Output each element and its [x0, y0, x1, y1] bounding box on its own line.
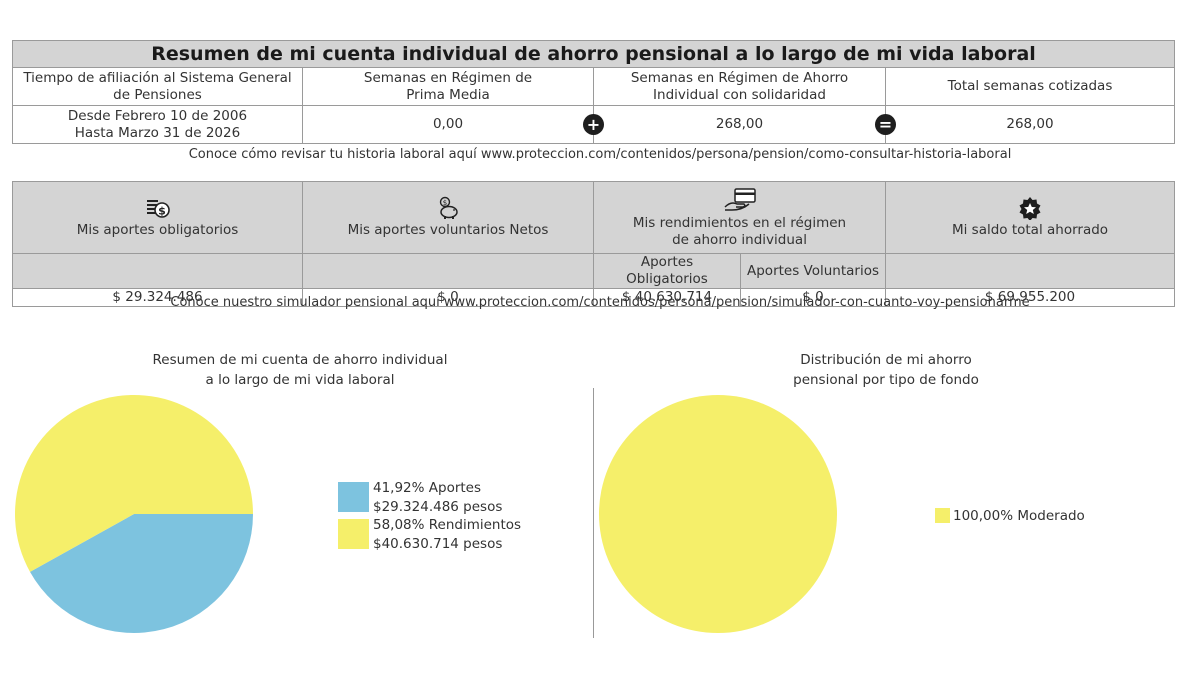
affiliation-start: Desde Febrero 10 de 2006: [67, 107, 248, 124]
affiliation-period: Desde Febrero 10 de 2006 Hasta Marzo 31 …: [12, 105, 303, 144]
legend-swatch-aportes: [338, 482, 369, 512]
ahorro-header-line2: Individual con solidaridad: [653, 86, 826, 103]
pie1-slice-0: [30, 514, 253, 633]
pie-chart-fund-distribution: [599, 395, 837, 633]
rend-obligatorios-subheader: Aportes Obligatorios: [593, 253, 741, 289]
voluntarios-header-cell: $ Mis aportes voluntarios Netos: [302, 181, 594, 254]
affiliation-time-header: Tiempo de afiliación al Sistema General …: [12, 67, 303, 106]
plus-icon: +: [583, 114, 604, 135]
legend-aportes-amount: $29.324.486 pesos: [373, 499, 503, 515]
prima-media-header-line2: Prima Media: [406, 86, 490, 103]
chart1-title-line1: Resumen de mi cuenta de ahorro individua…: [152, 352, 448, 368]
simulator-note: Conoce nuestro simulador pensional aquí …: [170, 295, 1030, 310]
rend-obligatorios-value: $ 40.630.714: [593, 288, 741, 307]
voluntarios-value: $ 0: [302, 288, 594, 307]
total-weeks: 268,00: [884, 105, 1176, 144]
obligatorios-value: $ 29.324.486: [12, 288, 303, 307]
chart2-title-line1: Distribución de mi ahorro: [800, 352, 972, 368]
rend-voluntarios-subheader: Aportes Voluntarios: [739, 253, 887, 289]
affiliation-end: Hasta Marzo 31 de 2026: [74, 124, 241, 141]
legend-rendimientos-amount: $40.630.714 pesos: [373, 536, 503, 552]
voluntarios-header: Mis aportes voluntarios Netos: [347, 222, 549, 238]
saldo-header-cell: Mi saldo total ahorrado: [885, 181, 1176, 254]
hand-card-icon: [723, 187, 756, 211]
star-badge-icon: [1019, 197, 1041, 220]
history-note: Conoce cómo revisar tu historia laboral …: [188, 147, 1012, 162]
obligatorios-header-cell: $ Mis aportes obligatorios: [12, 181, 303, 254]
pie1-slice-1: [15, 395, 253, 572]
legend-aportes-label: 41,92% Aportes: [373, 480, 482, 496]
ahorro-individual-header: Semanas en Régimen de Ahorro Individual …: [593, 67, 886, 106]
rendimientos-header-line1: Mis rendimientos en el régimen: [632, 214, 847, 231]
summary-title: Resumen de mi cuenta individual de ahorr…: [11, 40, 1176, 68]
affiliation-header-line2: de Pensiones: [113, 86, 202, 103]
prima-media-header-line1: Semanas en Régimen de: [363, 69, 533, 86]
obligatorios-header: Mis aportes obligatorios: [76, 222, 239, 238]
equals-icon: =: [875, 114, 896, 135]
legend-item-moderado: 100,00% Moderado: [953, 508, 1085, 524]
saldo-header: Mi saldo total ahorrado: [951, 222, 1109, 238]
prima-media-header: Semanas en Régimen de Prima Media: [302, 67, 594, 106]
pie-chart-savings-summary: [15, 395, 253, 633]
pie2-slice-0: [599, 395, 837, 633]
total-weeks-header: Total semanas cotizadas: [884, 67, 1176, 106]
chart2-title-line2: pensional por tipo de fondo: [793, 372, 979, 388]
weeks-summary-table: Resumen de mi cuenta individual de ahorr…: [11, 40, 1176, 144]
svg-text:$: $: [443, 199, 447, 207]
legend-item-rendimientos: 58,08% Rendimientos $40.630.714 pesos: [373, 516, 521, 554]
legend-rendimientos-label: 58,08% Rendimientos: [373, 517, 522, 533]
legend-item-aportes: 41,92% Aportes $29.324.486 pesos: [373, 479, 502, 517]
rend-voluntarios-value: $ 0: [739, 288, 887, 307]
legend-swatch-rendimientos: [338, 519, 369, 549]
ahorro-individual-weeks: 268,00: [593, 105, 886, 144]
chart1-title: Resumen de mi cuenta de ahorro individua…: [100, 350, 500, 390]
empty-subheader-2: [302, 253, 594, 289]
svg-text:$: $: [158, 205, 166, 218]
affiliation-header-line1: Tiempo de afiliación al Sistema General: [23, 69, 292, 86]
empty-subheader-1: [12, 253, 303, 289]
rendimientos-header-line2: de ahorro individual: [672, 231, 807, 248]
saldo-value: $ 69.955.200: [885, 288, 1176, 307]
legend-swatch-moderado: [935, 508, 950, 523]
chart2-title: Distribución de mi ahorro pensional por …: [686, 350, 1086, 390]
ahorro-header-line1: Semanas en Régimen de Ahorro: [630, 69, 849, 86]
money-stack-icon: $: [146, 200, 170, 218]
piggy-bank-icon: $: [439, 196, 458, 219]
chart-divider: [593, 388, 594, 638]
chart1-title-line2: a lo largo de mi vida laboral: [205, 372, 395, 388]
empty-subheader-3: [885, 253, 1176, 289]
rendimientos-header-cell: Mis rendimientos en el régimen de ahorro…: [592, 181, 887, 254]
prima-media-weeks: 0,00: [302, 105, 594, 144]
balance-table: $ Mis aportes obligatorios $ Mis aportes…: [12, 181, 1176, 307]
